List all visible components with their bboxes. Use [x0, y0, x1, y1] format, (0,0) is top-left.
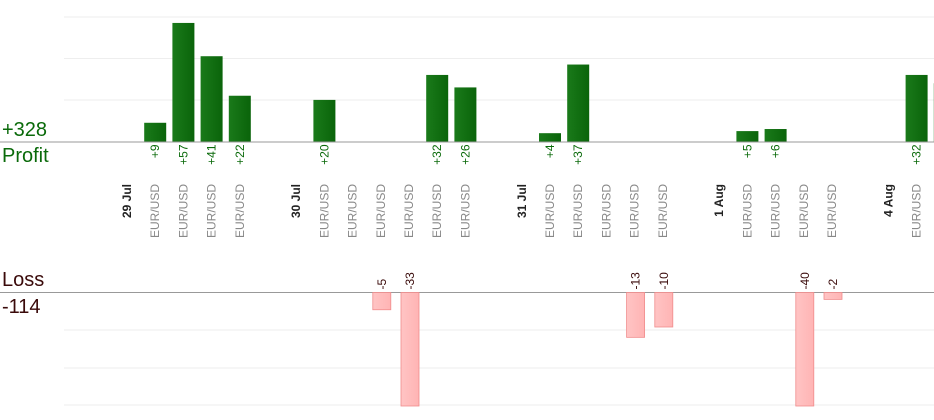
pair-label: EUR/USD [797, 184, 811, 238]
loss-data-label: -33 [403, 272, 417, 290]
loss-data-label: -2 [826, 279, 840, 290]
date-label: 4 Aug [881, 184, 895, 217]
date-label: 31 Jul [515, 184, 529, 218]
pair-label: EUR/USD [233, 184, 247, 238]
profit-bar [426, 74, 449, 142]
profit-data-label: +9 [148, 144, 162, 158]
profit-data-label: +57 [176, 144, 190, 165]
pair-label: EUR/USD [656, 184, 670, 238]
profit-bar [313, 99, 336, 142]
pair-label: EUR/USD [571, 184, 585, 238]
loss-bar [400, 292, 420, 407]
date-label: 30 Jul [289, 184, 303, 218]
profit-data-label: +4 [543, 144, 557, 158]
pair-label: EUR/USD [740, 184, 754, 238]
profit-data-label: +32 [910, 144, 924, 165]
loss-data-label: -10 [657, 272, 671, 290]
profit-bar [172, 22, 195, 142]
profit-bar [905, 74, 928, 142]
profit-data-label: +5 [740, 144, 754, 158]
pair-label: EUR/USD [205, 184, 219, 238]
profit-data-label: +32 [430, 144, 444, 165]
loss-bar [795, 292, 815, 407]
loss-data-label: -13 [629, 272, 643, 290]
pair-label: EUR/USD [402, 184, 416, 238]
pair-label: EUR/USD [599, 184, 613, 238]
loss-bar [654, 292, 674, 328]
profit-data-label: +20 [317, 144, 331, 165]
loss-bar [823, 292, 843, 300]
loss-data-label: -5 [375, 279, 389, 290]
date-label: 1 Aug [712, 184, 726, 217]
pair-label: EUR/USD [769, 184, 783, 238]
pair-label: EUR/USD [543, 184, 557, 238]
pair-label: EUR/USD [148, 184, 162, 238]
pair-label: EUR/USD [458, 184, 472, 238]
pair-label: EUR/USD [317, 184, 331, 238]
profit-data-label: +37 [571, 144, 585, 165]
profit-label: Profit [2, 145, 49, 167]
profit-bar [454, 87, 477, 142]
profit-bar [567, 64, 590, 142]
pair-label: EUR/USD [628, 184, 642, 238]
pair-label: EUR/USD [430, 184, 444, 238]
pair-label: EUR/USD [374, 184, 388, 238]
loss-bar [626, 292, 645, 338]
profit-bar [736, 131, 759, 142]
profit-data-label: +26 [458, 144, 472, 165]
pair-label: EUR/USD [910, 184, 924, 238]
profit-total: +328 [2, 119, 48, 141]
pair-label: EUR/USD [346, 184, 360, 238]
profit-data-label: +6 [769, 144, 783, 158]
profit-bar [200, 56, 223, 142]
loss-total: -114 [2, 296, 41, 318]
profit-bar [539, 133, 561, 142]
profit-bar [144, 122, 167, 142]
profit-data-label: +41 [205, 144, 219, 165]
pair-label: EUR/USD [825, 184, 839, 238]
loss-data-label: -40 [798, 272, 812, 290]
loss-bar [372, 292, 392, 311]
pair-label: EUR/USD [176, 184, 190, 238]
profit-data-label: +22 [233, 144, 247, 165]
profit-bar [228, 95, 251, 142]
loss-label: Loss [2, 269, 45, 291]
profit-bar [764, 129, 787, 142]
date-label: 29 Jul [120, 184, 134, 218]
